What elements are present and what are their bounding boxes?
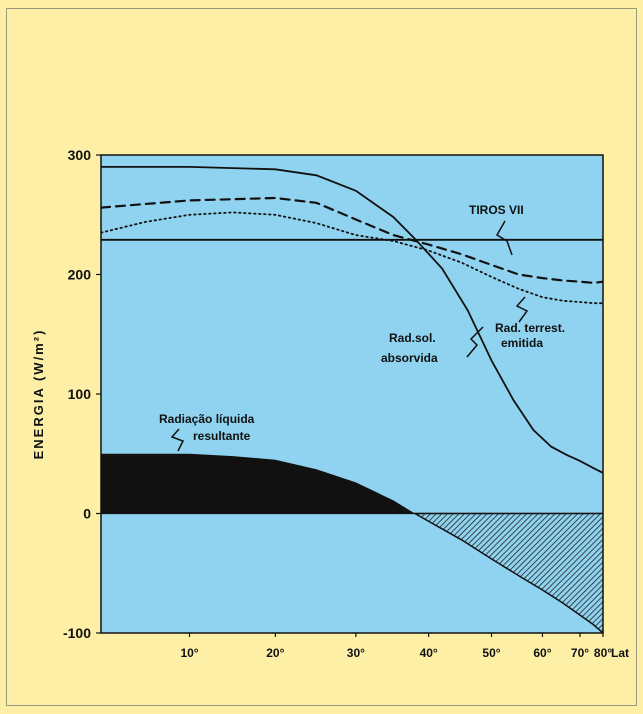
series-line-0 <box>101 166 603 474</box>
xtick-label: 30° <box>347 646 365 660</box>
xtick-label: 50° <box>482 646 500 660</box>
pointer-sol <box>466 326 484 358</box>
annotation-sol-line1: Rad.sol. <box>389 331 436 345</box>
xtick-label: 80° <box>594 646 612 660</box>
ytick-label: 300 <box>68 147 92 163</box>
xtick-label: 60° <box>533 646 551 660</box>
net-surplus-area <box>101 453 415 514</box>
annotation-liq-line2: resultante <box>193 429 251 443</box>
x-axis-label: Lat <box>611 646 629 660</box>
annotation-tiros: TIROS VII <box>469 203 524 217</box>
pointer-tiros <box>495 220 513 256</box>
y-axis-label: ENERGIA (W/m²) <box>31 329 46 460</box>
xtick-label: 20° <box>266 646 284 660</box>
xtick-label: 10° <box>180 646 198 660</box>
pointer-liq <box>170 428 185 452</box>
annotation-terrest-line2: emitida <box>501 336 543 350</box>
ytick-label: 0 <box>83 506 91 522</box>
energy-latitude-chart: 300 200 100 0 -100 10° 20° 30° 40° 50° 60° 70° 80°La… <box>31 147 629 660</box>
chart-frame: 300 200 100 0 -100 10° 20° 30° 40° 50° 60° 70° 80° La… <box>6 8 637 706</box>
xtick-label: 70° <box>571 646 589 660</box>
net-deficit-area <box>411 512 603 633</box>
pointer-terrest <box>515 296 529 323</box>
series-line-1 <box>101 196 603 285</box>
annotation-sol-line2: absorvida <box>381 351 438 365</box>
annotation-terrest-line1: Rad. terrest. <box>495 321 565 335</box>
ytick-label: -100 <box>63 625 91 641</box>
ytick-label: 100 <box>68 386 92 402</box>
ytick-label: 200 <box>68 267 92 283</box>
series-line-2 <box>101 211 603 305</box>
xtick-label: 40° <box>420 646 438 660</box>
annotation-liq-line1: Radiação líquida <box>159 412 255 426</box>
